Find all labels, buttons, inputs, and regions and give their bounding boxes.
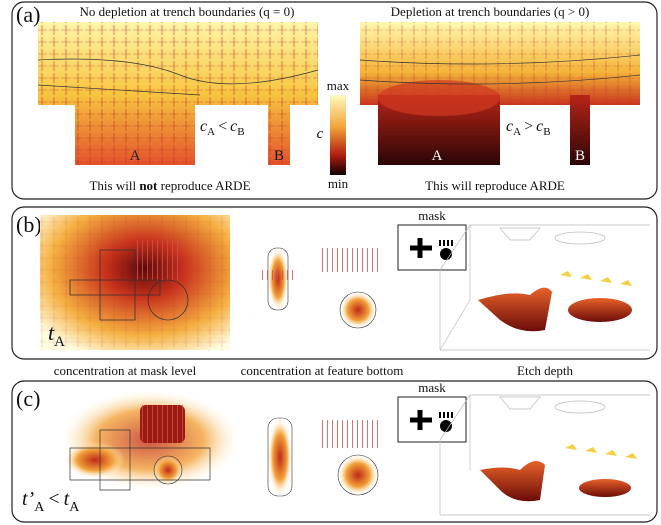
colorbar-max: max bbox=[327, 78, 350, 93]
text-part: < bbox=[218, 118, 227, 135]
mask-label: mask bbox=[418, 380, 446, 395]
mask-icon bbox=[440, 248, 452, 260]
etch-depth bbox=[440, 395, 650, 515]
text-part: A bbox=[54, 334, 65, 350]
figure: (a) No depletion at trench boundaries (q… bbox=[0, 0, 661, 525]
trench-label: A bbox=[432, 148, 443, 164]
text-part: t’ bbox=[22, 488, 35, 510]
column-label: concentration at mask level bbox=[54, 363, 197, 378]
bottom-concentration bbox=[260, 248, 378, 328]
mask-icon bbox=[440, 420, 452, 432]
etch-depth bbox=[440, 225, 650, 350]
text-part: reproduce ARDE bbox=[157, 178, 250, 193]
text-part: This will bbox=[89, 178, 139, 193]
simulation-right bbox=[360, 22, 640, 165]
text-part: not bbox=[139, 178, 158, 193]
relation: cA<cB bbox=[200, 118, 245, 138]
time-label: t’A<tA bbox=[22, 488, 80, 515]
text-part: B bbox=[237, 126, 244, 138]
bottom-concentration bbox=[268, 418, 378, 496]
column-label: Etch depth bbox=[517, 363, 573, 378]
trench-label: B bbox=[575, 148, 585, 164]
panel-label: (b) bbox=[16, 212, 42, 237]
text-part: B bbox=[543, 126, 550, 138]
caption: This will not reproduce ARDE bbox=[89, 178, 250, 193]
colorbar-symbol: c bbox=[317, 126, 324, 142]
text-part: A bbox=[513, 126, 521, 138]
mask-concentration bbox=[40, 215, 230, 350]
caption: This will reproduce ARDE bbox=[425, 178, 565, 193]
etch-surface bbox=[478, 288, 552, 332]
subplot-title: No depletion at trench boundaries (q = 0… bbox=[80, 4, 295, 19]
text-part: > bbox=[524, 118, 533, 135]
subplot-title: Depletion at trench boundaries (q > 0) bbox=[391, 4, 590, 19]
text-part: A bbox=[207, 126, 215, 138]
colorbar bbox=[330, 95, 346, 175]
column-label: concentration at feature bottom bbox=[241, 363, 404, 378]
text-part: A bbox=[69, 500, 80, 515]
text-part: c bbox=[200, 118, 207, 135]
trench-label: A bbox=[130, 148, 141, 164]
text-part: c bbox=[536, 118, 543, 135]
text-part: < bbox=[48, 488, 59, 510]
etch-surface bbox=[565, 444, 637, 459]
panel-label: (c) bbox=[16, 386, 40, 411]
colorbar-min: min bbox=[328, 176, 349, 191]
text-part: c bbox=[506, 118, 513, 135]
text-part: c bbox=[230, 118, 237, 135]
trench-label: B bbox=[274, 148, 284, 164]
relation: cA>cB bbox=[506, 118, 551, 138]
simulation-left bbox=[38, 22, 318, 165]
etch-surface bbox=[560, 271, 632, 286]
etch-surface bbox=[480, 461, 545, 501]
text-part: A bbox=[34, 500, 45, 515]
mask-label: mask bbox=[418, 208, 446, 223]
panel-label: (a) bbox=[16, 2, 40, 27]
etch-surface bbox=[568, 298, 632, 322]
mask-concentration bbox=[60, 390, 240, 490]
etch-surface bbox=[579, 479, 631, 497]
